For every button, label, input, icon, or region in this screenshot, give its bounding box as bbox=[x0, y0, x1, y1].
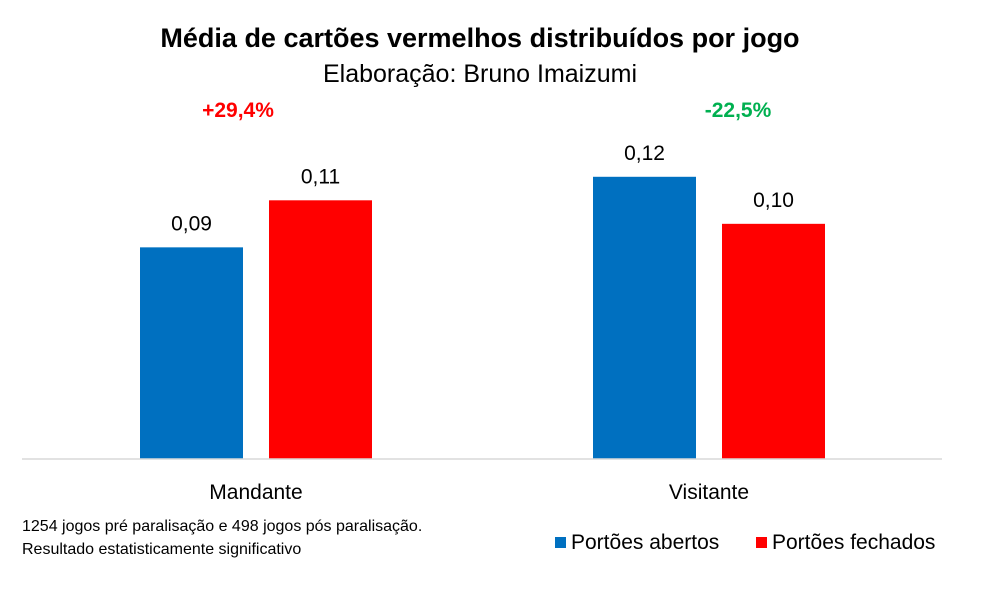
bar-visitante-portoes-abertos bbox=[593, 176, 696, 460]
legend-label: Portões abertos bbox=[571, 531, 719, 554]
bar-mandante-portoes-abertos bbox=[140, 247, 243, 459]
legend-label: Portões fechados bbox=[772, 531, 935, 554]
chart-title: Média de cartões vermelhos distribuídos … bbox=[160, 23, 799, 53]
bar-visitante-portoes-fechados bbox=[722, 223, 825, 459]
bar-mandante-portoes-fechados bbox=[269, 200, 372, 459]
x-tick-label: Visitante bbox=[669, 481, 749, 504]
change-label: -22,5% bbox=[705, 99, 772, 122]
data-label: 0,09 bbox=[171, 212, 212, 235]
footnote-line-2: Resultado estatisticamente significativo bbox=[22, 541, 301, 558]
data-label: 0,11 bbox=[301, 165, 340, 188]
legend-swatch bbox=[555, 537, 566, 548]
legend-swatch bbox=[756, 537, 767, 548]
chart-subtitle: Elaboração: Bruno Imaizumi bbox=[323, 60, 637, 88]
x-tick-label: Mandante bbox=[209, 481, 302, 504]
data-label: 0,10 bbox=[753, 189, 794, 212]
change-label: +29,4% bbox=[202, 99, 274, 122]
footnote-line-1: 1254 jogos pré paralisação e 498 jogos p… bbox=[22, 518, 422, 535]
data-label: 0,12 bbox=[624, 142, 665, 165]
